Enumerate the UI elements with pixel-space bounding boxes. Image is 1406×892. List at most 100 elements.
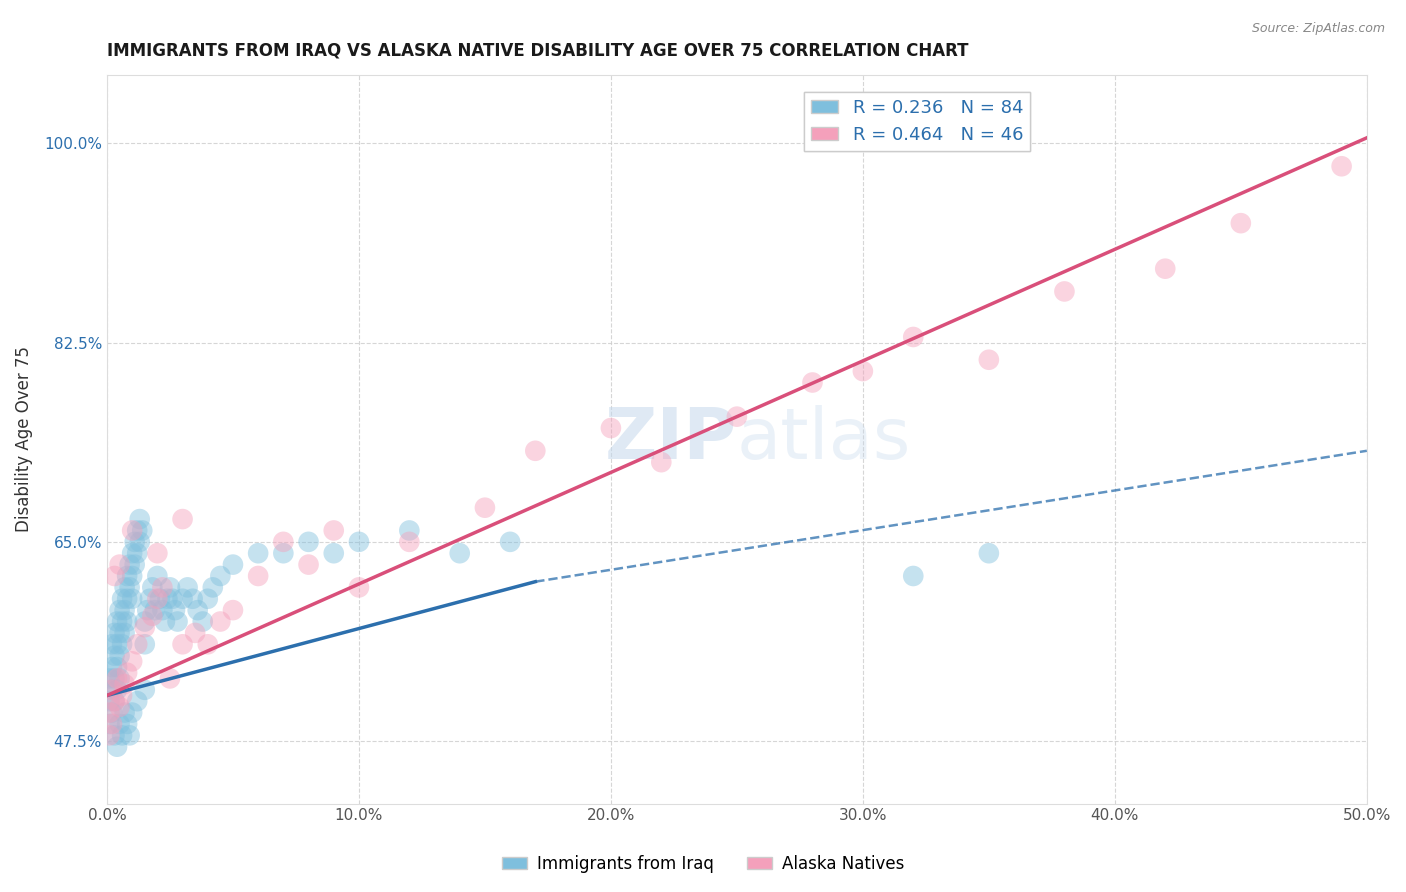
Point bbox=[124, 558, 146, 572]
Point bbox=[977, 352, 1000, 367]
Point bbox=[101, 706, 124, 720]
Point bbox=[977, 546, 1000, 560]
Point bbox=[322, 524, 344, 538]
Point bbox=[191, 615, 214, 629]
Point bbox=[181, 591, 204, 606]
Point bbox=[141, 580, 163, 594]
Point bbox=[101, 682, 124, 697]
Point bbox=[128, 512, 150, 526]
Point bbox=[1154, 261, 1177, 276]
Point bbox=[131, 524, 153, 538]
Point bbox=[247, 546, 270, 560]
Point bbox=[108, 717, 131, 731]
Point bbox=[108, 603, 131, 617]
Point bbox=[1230, 216, 1253, 230]
Point bbox=[152, 580, 174, 594]
Point bbox=[108, 558, 131, 572]
Point bbox=[103, 569, 125, 583]
Legend: R = 0.236   N = 84, R = 0.464   N = 46: R = 0.236 N = 84, R = 0.464 N = 46 bbox=[804, 92, 1031, 151]
Point bbox=[118, 728, 141, 742]
Point bbox=[98, 706, 121, 720]
Point bbox=[134, 637, 156, 651]
Point bbox=[134, 682, 156, 697]
Point bbox=[114, 603, 136, 617]
Point bbox=[111, 637, 134, 651]
Point bbox=[101, 717, 124, 731]
Point bbox=[801, 376, 824, 390]
Point bbox=[201, 580, 224, 594]
Point bbox=[101, 682, 124, 697]
Point bbox=[103, 694, 125, 708]
Point bbox=[1053, 285, 1076, 299]
Text: Source: ZipAtlas.com: Source: ZipAtlas.com bbox=[1251, 22, 1385, 36]
Point bbox=[115, 665, 138, 680]
Point bbox=[273, 546, 295, 560]
Point bbox=[197, 591, 219, 606]
Point bbox=[146, 546, 169, 560]
Point bbox=[903, 330, 925, 344]
Point bbox=[136, 603, 159, 617]
Point bbox=[184, 626, 207, 640]
Point bbox=[101, 660, 124, 674]
Point bbox=[152, 603, 174, 617]
Point bbox=[111, 591, 134, 606]
Point bbox=[209, 615, 232, 629]
Point bbox=[209, 569, 232, 583]
Point bbox=[449, 546, 471, 560]
Point bbox=[474, 500, 496, 515]
Point bbox=[105, 739, 128, 754]
Point bbox=[297, 534, 319, 549]
Point bbox=[98, 728, 121, 742]
Point bbox=[103, 648, 125, 663]
Text: IMMIGRANTS FROM IRAQ VS ALASKA NATIVE DISABILITY AGE OVER 75 CORRELATION CHART: IMMIGRANTS FROM IRAQ VS ALASKA NATIVE DI… bbox=[107, 42, 969, 60]
Point bbox=[105, 672, 128, 686]
Point bbox=[121, 706, 143, 720]
Point bbox=[146, 569, 169, 583]
Point bbox=[108, 672, 131, 686]
Point bbox=[273, 534, 295, 549]
Point bbox=[146, 591, 169, 606]
Point bbox=[111, 689, 134, 703]
Point bbox=[105, 615, 128, 629]
Point bbox=[121, 524, 143, 538]
Point bbox=[108, 699, 131, 714]
Point bbox=[121, 569, 143, 583]
Point bbox=[163, 603, 186, 617]
Point bbox=[159, 580, 181, 594]
Text: atlas: atlas bbox=[737, 405, 911, 474]
Point bbox=[127, 546, 149, 560]
Point bbox=[600, 421, 623, 435]
Point bbox=[398, 534, 420, 549]
Point bbox=[118, 558, 141, 572]
Point bbox=[153, 615, 176, 629]
Point bbox=[347, 580, 370, 594]
Point bbox=[111, 728, 134, 742]
Point bbox=[114, 626, 136, 640]
Point bbox=[103, 672, 125, 686]
Point bbox=[115, 591, 138, 606]
Point bbox=[115, 615, 138, 629]
Point bbox=[725, 409, 748, 424]
Point bbox=[134, 620, 156, 634]
Point bbox=[197, 637, 219, 651]
Point bbox=[103, 626, 125, 640]
Point bbox=[108, 648, 131, 663]
Point bbox=[172, 637, 194, 651]
Point bbox=[105, 637, 128, 651]
Point bbox=[127, 637, 149, 651]
Point bbox=[111, 615, 134, 629]
Point bbox=[115, 717, 138, 731]
Point bbox=[172, 591, 194, 606]
Point bbox=[114, 677, 136, 691]
Point bbox=[118, 580, 141, 594]
Point bbox=[105, 660, 128, 674]
Point bbox=[101, 637, 124, 651]
Point bbox=[103, 694, 125, 708]
Point bbox=[172, 512, 194, 526]
Point bbox=[852, 364, 875, 378]
Point bbox=[127, 694, 149, 708]
Point bbox=[139, 591, 162, 606]
Point bbox=[166, 615, 188, 629]
Point bbox=[141, 608, 163, 623]
Point bbox=[124, 534, 146, 549]
